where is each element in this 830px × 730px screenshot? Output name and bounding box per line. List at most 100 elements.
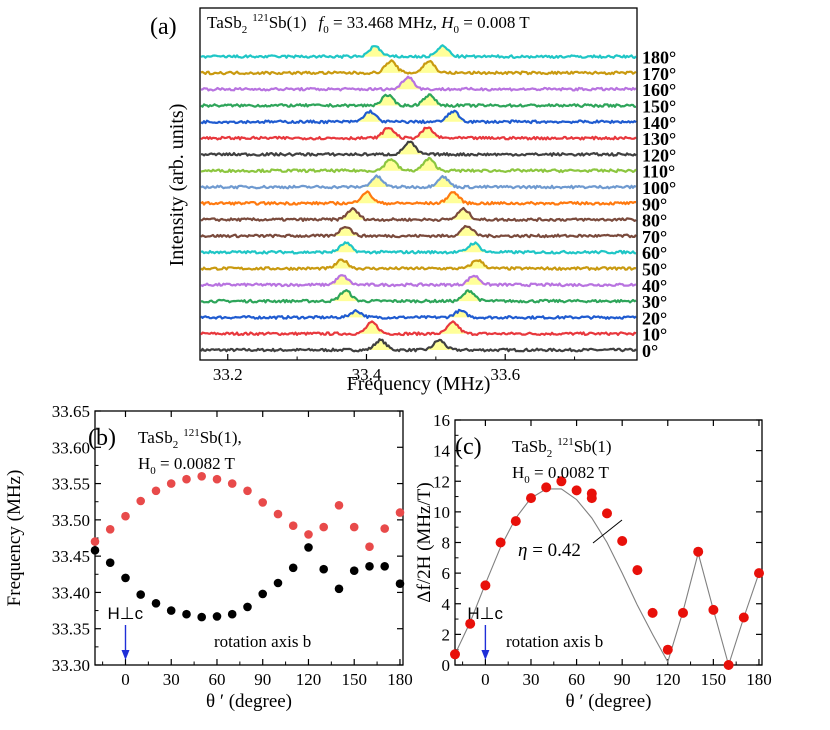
peak-fill-10°-1 — [441, 321, 465, 334]
peak-fill-140°-1 — [441, 110, 465, 122]
x-tick-label: 30 — [163, 670, 180, 689]
x-tick-label: 30 — [522, 670, 539, 689]
data-point-series-1 — [319, 564, 329, 574]
data-point-series-1 — [273, 578, 283, 588]
x-tick-label: 120 — [296, 670, 322, 689]
data-point-series-0 — [166, 479, 176, 488]
peak-fill-50°-0 — [330, 259, 354, 269]
data-point-series-0 — [349, 522, 359, 532]
hperp-annotation: H⊥c — [107, 604, 143, 623]
peak-fill-110°-0 — [379, 159, 402, 171]
eta-pointer-line — [592, 519, 623, 544]
angle-label: 130° — [642, 129, 676, 149]
data-point-series-0 — [632, 565, 643, 576]
y-tick-label: 33.30 — [52, 656, 90, 675]
data-point-series-0 — [480, 580, 491, 591]
y-tick-label: 33.35 — [52, 620, 90, 639]
data-point-series-0 — [105, 525, 115, 534]
peak-fill-40°-1 — [462, 275, 486, 286]
data-point-series-0 — [197, 472, 206, 481]
y-axis-label: Frequency (MHz) — [4, 470, 25, 607]
data-point-series-1 — [90, 546, 100, 555]
x-tick-label: 33.2 — [213, 365, 243, 384]
spectrum-170° — [200, 59, 637, 76]
data-point-series-0 — [526, 493, 536, 504]
plot-frame — [199, 7, 638, 361]
data-point-series-1 — [105, 558, 115, 567]
rotation-axis-annotation: rotation axis b — [214, 632, 311, 651]
x-tick-label: 180 — [746, 670, 772, 689]
peak-fill-90°-1 — [441, 192, 465, 204]
data-point-series-1 — [136, 590, 145, 599]
x-axis-label: θ ′ (degree) — [206, 691, 292, 712]
data-point-series-0 — [723, 660, 734, 670]
data-point-series-0 — [304, 530, 313, 539]
data-point-series-0 — [319, 522, 329, 532]
data-point-series-1 — [166, 606, 176, 615]
y-tick-label: 10 — [433, 503, 450, 522]
data-point-series-0 — [380, 524, 390, 533]
y-axis-label: Δf/2H (MHz/T) — [414, 482, 435, 602]
x-tick-label: 33.4 — [352, 365, 382, 384]
data-point-series-0 — [510, 516, 521, 527]
y-tick-label: 12 — [433, 472, 450, 491]
angle-label: 160° — [642, 80, 676, 100]
angle-label: 60° — [642, 243, 667, 263]
angle-label: 50° — [642, 260, 667, 280]
spectrum-160° — [200, 75, 637, 92]
spectrum-60° — [200, 241, 637, 255]
panel-subtitle: H0 = 0.0082 T — [138, 454, 236, 477]
panel-a: 0°10°20°30°40°50°60°70°80°90°100°110°120… — [150, 7, 676, 395]
y-tick-label: 33.40 — [52, 583, 90, 602]
data-point-series-0 — [182, 474, 191, 484]
data-point-series-1 — [212, 612, 222, 621]
data-point-series-0 — [754, 568, 764, 579]
x-tick-label: 90 — [254, 670, 271, 689]
peak-fill-40°-0 — [330, 275, 354, 285]
data-point-series-1 — [151, 599, 161, 608]
spectrum-120° — [200, 140, 637, 157]
data-point-series-0 — [541, 482, 552, 493]
y-tick-label: 6 — [442, 564, 451, 583]
spectrum-130° — [200, 126, 637, 141]
data-point-series-0 — [556, 476, 567, 487]
peak-fill-130°-0 — [376, 128, 401, 139]
spectrum-150° — [200, 93, 636, 108]
spectrum-30° — [201, 289, 637, 304]
angle-label: 110° — [642, 162, 675, 182]
panel-label: (a) — [150, 14, 177, 40]
x-tick-label: 60 — [208, 670, 225, 689]
data-point-series-0 — [571, 485, 582, 496]
x-axis-label: θ ′ (degree) — [565, 691, 651, 712]
spectrum-20° — [200, 308, 637, 320]
peak-fill-0°-1 — [427, 339, 452, 350]
y-tick-label: 0 — [442, 656, 451, 675]
x-tick-label: 150 — [701, 670, 727, 689]
angle-label: 150° — [642, 97, 676, 117]
plot-frame — [94, 410, 404, 666]
x-tick-label: 150 — [341, 670, 367, 689]
eta-annotation: η = 0.42 — [518, 540, 581, 561]
peak-fill-80°-1 — [451, 208, 476, 220]
data-point-series-0 — [395, 508, 405, 517]
data-point-series-0 — [586, 493, 597, 504]
peak-fill-170°-1 — [417, 61, 441, 73]
panel-subtitle: H0 = 0.0082 T — [512, 463, 610, 486]
peak-fill-170°-0 — [379, 60, 402, 73]
panel-c: 0 30 60 90 120 150 180 0 2 4 6 8 10 12 14 16 θ ′ (degree… — [414, 411, 772, 712]
y-tick-label: 33.45 — [52, 547, 90, 566]
spectrum-140° — [200, 109, 637, 125]
panel-title: TaSb2121Sb(1), — [138, 427, 242, 451]
peak-fill-60°-0 — [334, 242, 357, 253]
data-point-series-0 — [738, 612, 749, 623]
spectrum-0° — [200, 338, 637, 353]
angle-label: 180° — [642, 48, 676, 68]
peak-fill-110°-1 — [417, 157, 441, 171]
y-tick-label: 33.60 — [52, 438, 90, 457]
data-point-series-1 — [121, 573, 130, 583]
data-point-series-1 — [395, 579, 405, 588]
data-point-series-0 — [617, 536, 628, 546]
data-point-series-0 — [121, 511, 130, 521]
y-tick-label: 14 — [433, 442, 451, 461]
spectrum-180° — [200, 44, 637, 59]
